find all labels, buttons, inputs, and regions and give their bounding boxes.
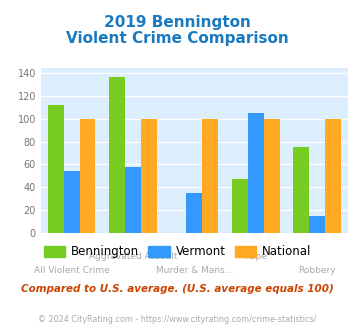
Bar (125, 167, 141, 233)
Bar (248, 113, 264, 233)
Bar (141, 119, 157, 233)
Bar (202, 119, 218, 233)
Bar (325, 119, 341, 233)
Bar (186, 193, 202, 233)
Text: © 2024 CityRating.com - https://www.cityrating.com/crime-statistics/: © 2024 CityRating.com - https://www.city… (38, 315, 317, 324)
Bar (48, 105, 64, 233)
Text: Rape: Rape (244, 252, 267, 261)
Bar (232, 179, 248, 233)
Bar (293, 147, 309, 233)
Bar (64, 171, 80, 233)
Text: All Violent Crime: All Violent Crime (34, 266, 109, 275)
Text: Robbery: Robbery (299, 266, 336, 275)
Text: 2019 Bennington: 2019 Bennington (104, 15, 251, 30)
Bar (264, 119, 280, 233)
Bar (309, 215, 325, 233)
Legend: Bennington, Vermont, National: Bennington, Vermont, National (39, 241, 316, 263)
Text: Aggravated Assault: Aggravated Assault (89, 252, 177, 261)
Bar (109, 77, 125, 233)
Text: Compared to U.S. average. (U.S. average equals 100): Compared to U.S. average. (U.S. average … (21, 284, 334, 294)
Text: Violent Crime Comparison: Violent Crime Comparison (66, 31, 289, 46)
Text: Murder & Mans...: Murder & Mans... (156, 266, 233, 275)
Bar (80, 119, 95, 233)
